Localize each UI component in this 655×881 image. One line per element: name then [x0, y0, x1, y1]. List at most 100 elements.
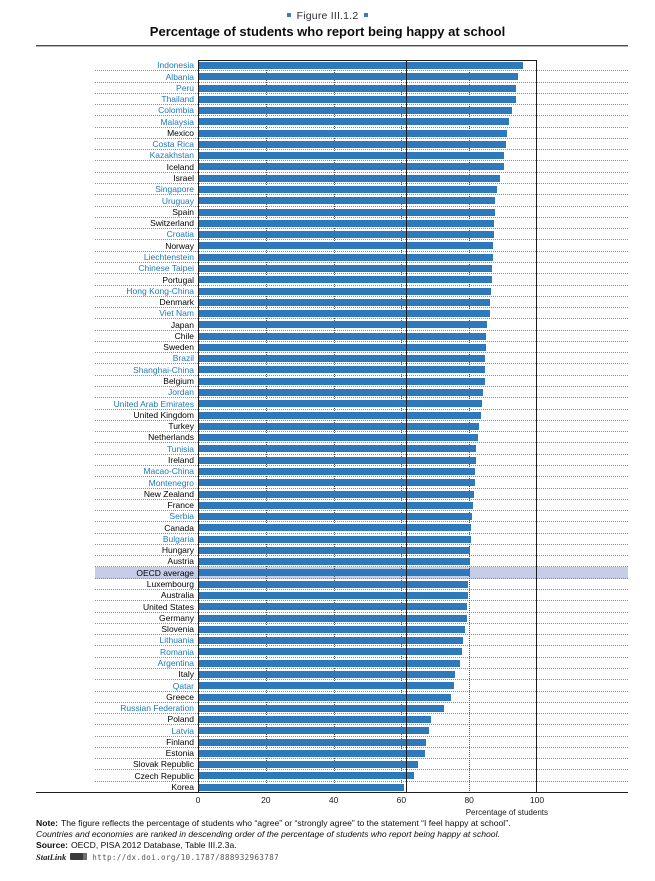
chart-row: Romania [95, 646, 628, 658]
footnotes: Note: The figure reflects the percentage … [36, 818, 636, 851]
value-bar [199, 648, 463, 655]
country-label: Colombia [158, 105, 194, 115]
value-bar [199, 197, 496, 204]
chart-row: New Zealand [95, 489, 628, 500]
country-label: Thailand [161, 94, 194, 104]
country-label: Israel [173, 173, 194, 183]
value-bar [199, 671, 455, 678]
value-bar [199, 592, 468, 599]
value-bar [199, 186, 497, 193]
source-text: OECD, PISA 2012 Database, Table III.2.3a… [71, 840, 237, 850]
statlink-url[interactable]: http://dx.doi.org/10.1787/888932963787 [92, 853, 280, 862]
chart-row: Peru [95, 83, 628, 94]
country-label: Czech Republic [134, 771, 194, 781]
value-bar [199, 333, 487, 340]
value-bar [199, 118, 509, 125]
chart-row: Viet Nam [95, 308, 628, 319]
value-bar [199, 603, 468, 610]
country-label: Germany [159, 613, 194, 623]
chart-row: Portugal [95, 274, 628, 286]
country-label: Hungary [161, 545, 194, 555]
chart-row: Sweden [95, 342, 628, 353]
value-bar [199, 85, 516, 92]
value-bar [199, 209, 495, 216]
country-label: Italy [178, 669, 194, 679]
x-tick-label-80: 80 [464, 795, 474, 805]
value-bar [199, 615, 467, 622]
value-bar [199, 761, 418, 768]
chart-row: Iceland [95, 161, 628, 173]
value-bar [199, 220, 494, 227]
value-bar [199, 750, 425, 757]
value-bar [199, 772, 415, 779]
value-bar [199, 107, 512, 114]
x-tick-label-100: 100 [529, 795, 545, 805]
value-bar [199, 784, 404, 791]
value-bar [199, 73, 518, 80]
value-bar [199, 727, 429, 734]
value-bar [199, 716, 432, 723]
value-bar [199, 276, 492, 283]
country-label: Switzerland [150, 218, 194, 228]
value-bar [199, 502, 473, 509]
country-label: Estonia [165, 748, 194, 758]
chart-row: Macao-China [95, 466, 628, 477]
chart-row: Norway [95, 240, 628, 252]
value-bar [199, 739, 427, 746]
reference-line [406, 60, 408, 793]
statlink-icon [70, 853, 88, 860]
note-label: Note: [36, 818, 58, 828]
statlink-label: StatLink [36, 852, 67, 862]
country-label: Qatar [172, 681, 194, 691]
chart-row: Uruguay [95, 195, 628, 207]
value-bar [199, 445, 476, 452]
country-label: Lithuania [159, 635, 194, 645]
chart-row: Poland [95, 714, 628, 725]
value-bar [199, 513, 472, 520]
value-bar [199, 660, 460, 667]
country-label: Indonesia [157, 60, 194, 70]
country-label: Australia [160, 590, 194, 600]
value-bar [199, 626, 465, 633]
country-label: Spain [172, 207, 194, 217]
value-bar [199, 231, 494, 238]
value-bar [199, 62, 524, 69]
value-bar [199, 705, 445, 712]
country-label: Japan [170, 320, 194, 330]
country-label: Austria [167, 556, 194, 566]
value-bar [199, 355, 486, 362]
value-bar [199, 378, 485, 385]
title-divider [36, 45, 628, 47]
chart-row: Slovak Republic [95, 759, 628, 770]
chart-row: Liechtenstein [95, 252, 628, 263]
chart-row: Shanghai-China [95, 364, 628, 376]
chart-row: Italy [95, 669, 628, 680]
chart-row: Korea [95, 782, 628, 793]
chart-row: Lithuania [95, 635, 628, 646]
chart-row: Costa Rica [95, 139, 628, 150]
country-label: Latvia [171, 726, 194, 736]
country-label: Croatia [166, 229, 194, 239]
value-bar [199, 265, 493, 272]
chart-row: Israel [95, 173, 628, 184]
country-label: Norway [165, 241, 194, 251]
x-axis-line [36, 792, 628, 793]
chart-row: Croatia [95, 229, 628, 240]
x-tick-label-60: 60 [396, 795, 407, 805]
value-bar [199, 299, 491, 306]
value-bar [199, 141, 506, 148]
x-axis-title: Percentage of students [465, 808, 548, 817]
ranking-note: Countries and economies are ranked in de… [36, 829, 500, 839]
chart-row: Montenegro [95, 477, 628, 489]
chart-row: Germany [95, 613, 628, 624]
value-bar [199, 694, 452, 701]
value-bar [199, 491, 474, 498]
country-label: Viet Nam [159, 308, 194, 318]
chart-row: United Arab Emirates [95, 398, 628, 410]
chart-row: Switzerland [95, 218, 628, 229]
chart-row: Denmark [95, 297, 628, 308]
x-axis-ticks: 0 20 40 60 80 100 [0, 795, 655, 807]
chart-row: Japan [95, 319, 628, 331]
chart-row: Luxembourg [95, 579, 628, 590]
chart-row: Chinese Taipei [95, 263, 628, 274]
